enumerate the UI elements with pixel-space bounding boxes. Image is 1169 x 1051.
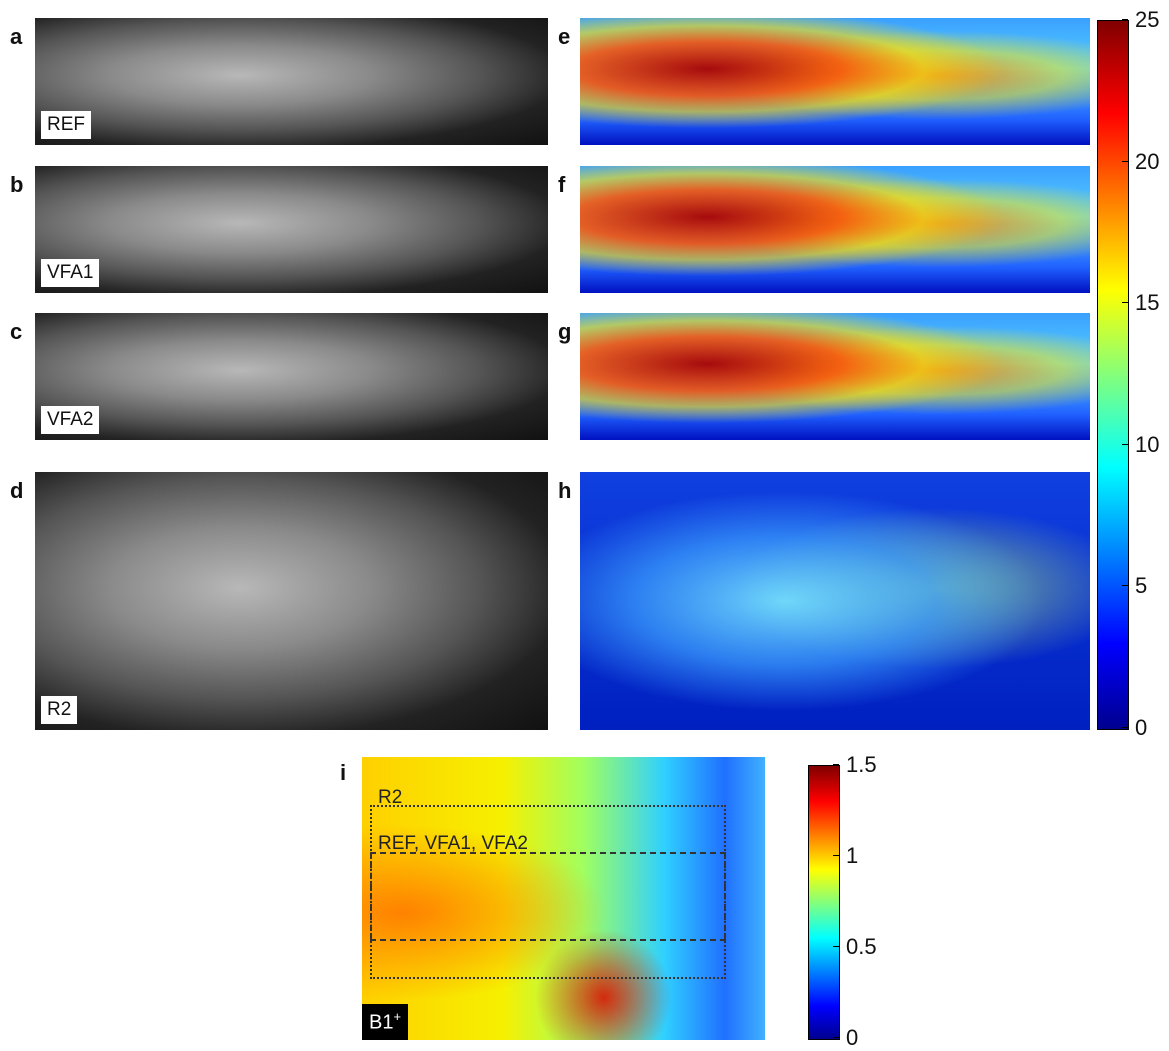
colorbar-tick bbox=[833, 764, 839, 765]
map-image bbox=[580, 166, 1090, 293]
image-label: VFA2 bbox=[41, 406, 99, 434]
colorbar-tick-label: 1.5 bbox=[846, 752, 877, 778]
colorbar-tick-label: 15 bbox=[1135, 290, 1159, 316]
panel-letter: g bbox=[558, 319, 571, 345]
b1-label: B1+ bbox=[362, 1004, 408, 1040]
colorbar bbox=[808, 765, 840, 1040]
colorbar-tick-label: 5 bbox=[1135, 573, 1147, 599]
colorbar-tick bbox=[833, 855, 839, 856]
colorbar-tick bbox=[1122, 161, 1128, 162]
colorbar-tick-label: 20 bbox=[1135, 149, 1159, 175]
b1-map: R2 REF, VFA1, VFA2 B1+ bbox=[362, 757, 765, 1040]
colorbar-tick bbox=[833, 946, 839, 947]
colorbar-tick-label: 0 bbox=[1135, 715, 1147, 741]
colorbar-tick-label: 10 bbox=[1135, 432, 1159, 458]
panel-letter: b bbox=[10, 172, 23, 198]
mri-image: R2 bbox=[35, 472, 548, 730]
map-image bbox=[580, 313, 1090, 440]
map-image bbox=[580, 472, 1090, 730]
b1-sup: + bbox=[393, 1009, 401, 1024]
region-label: R2 bbox=[378, 787, 402, 809]
mri-image: VFA1 bbox=[35, 166, 548, 293]
image-label: R2 bbox=[41, 696, 77, 724]
panel-letter: f bbox=[558, 172, 565, 198]
panel-letter: c bbox=[10, 319, 22, 345]
image-label: VFA1 bbox=[41, 259, 99, 287]
region-label: REF, VFA1, VFA2 bbox=[378, 833, 528, 855]
panel-letter: i bbox=[340, 760, 346, 786]
colorbar-tick-label: 1 bbox=[846, 843, 858, 869]
map-image bbox=[580, 18, 1090, 145]
colorbar-tick bbox=[1122, 585, 1128, 586]
colorbar-tick bbox=[1122, 444, 1128, 445]
image-label: REF bbox=[41, 111, 91, 139]
colorbar bbox=[1097, 20, 1129, 730]
dashed-region bbox=[370, 852, 726, 941]
mri-image: REF bbox=[35, 18, 548, 145]
colorbar-tick-label: 0.5 bbox=[846, 934, 877, 960]
colorbar-tick bbox=[1122, 19, 1128, 20]
colorbar-tick-label: 0 bbox=[846, 1025, 858, 1051]
panel-letter: a bbox=[10, 24, 22, 50]
figure: REFaeVFA1bfVFA2cgR2dh0510152025R2REF, VF… bbox=[0, 0, 1169, 1051]
mri-image: VFA2 bbox=[35, 313, 548, 440]
panel-letter: h bbox=[558, 478, 571, 504]
b1-base: B1 bbox=[369, 1012, 393, 1034]
colorbar-tick bbox=[1122, 302, 1128, 303]
panel-letter: d bbox=[10, 478, 23, 504]
panel-letter: e bbox=[558, 24, 570, 50]
colorbar-tick-label: 25 bbox=[1135, 7, 1159, 33]
colorbar-tick bbox=[1122, 727, 1128, 728]
colorbar-tick bbox=[833, 1037, 839, 1038]
